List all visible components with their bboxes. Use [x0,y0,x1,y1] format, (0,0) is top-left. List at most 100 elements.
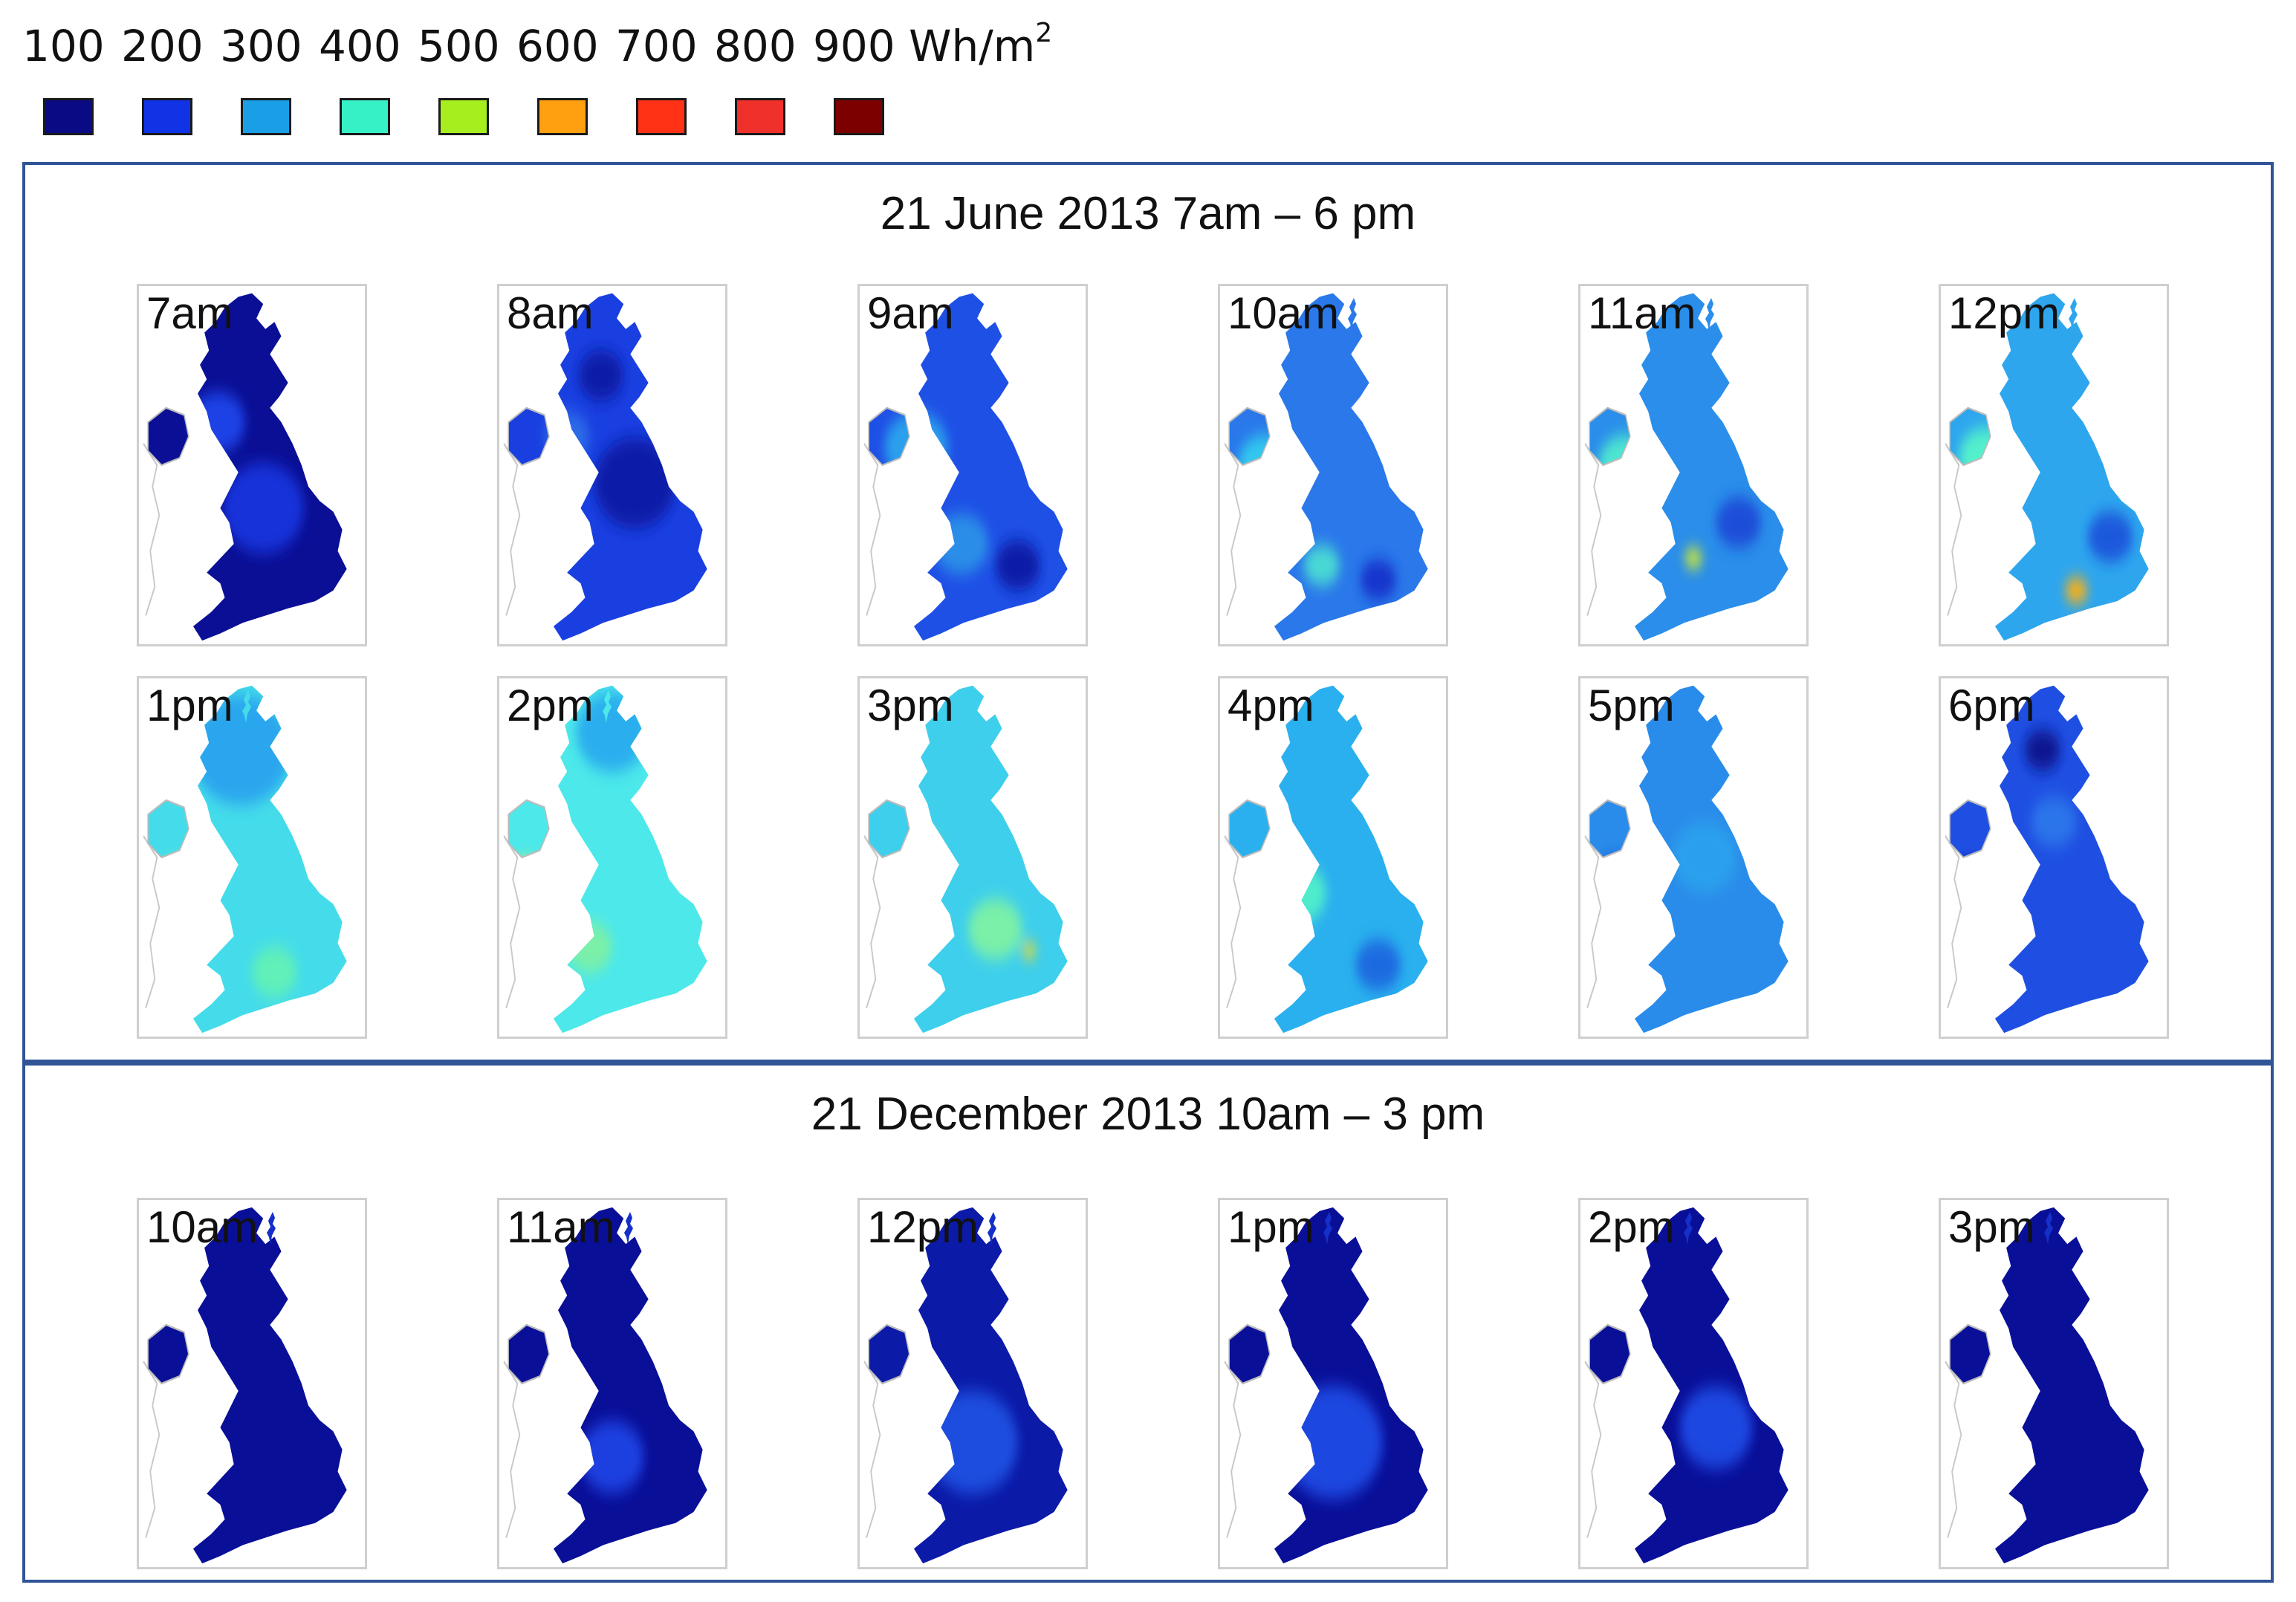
map-time-label: 2pm [507,681,594,730]
map-tile: 12pm [1939,284,2169,646]
map-tile: 6pm [1939,676,2169,1039]
map-time-label: 3pm [867,681,954,730]
irradiance-map [1224,685,1428,1034]
color-legend: 100 200 300 400 500 600 700 800 900 Wh/m2 [22,13,1137,140]
irradiance-map [1945,293,2149,641]
irradiance-zone [2087,511,2133,562]
irradiance-zone [916,837,939,863]
map-tile: 12pm [857,1198,1088,1569]
legend-level: 400 [319,21,401,71]
map-tile: 3pm [1939,1198,2169,1569]
irradiance-zone [2065,577,2088,603]
map-tile: 11am [497,1198,727,1569]
legend-swatch [735,98,785,135]
irradiance-zone [967,898,1022,959]
irradiance-zone [1716,497,1762,548]
legend-swatch [340,98,390,135]
shetland-islands [267,1212,276,1245]
irradiance-zone [1679,1386,1753,1469]
map-time-label: 10am [146,1202,259,1252]
irradiance-zone [567,921,612,973]
irradiance-zone [1684,548,1703,568]
map-time-label: 2pm [1588,1202,1675,1252]
legend-level: 100 [22,21,105,71]
irradiance-map [1945,1207,2149,1564]
map-time-label: 12pm [1948,288,2060,338]
irradiance-zone [1598,435,1653,496]
shetland-islands [1683,690,1693,723]
legend-unit: Wh/m [909,21,1036,71]
irradiance-map [503,1207,707,1564]
northern-ireland-outline [1228,1323,1271,1385]
legend-level: 800 [714,21,797,71]
irradiance-zone [544,411,590,462]
map-tile: 4pm [1218,676,1448,1039]
northern-ireland-outline [1589,799,1631,859]
irradiance-zone [190,695,291,805]
map-tile: 2pm [1578,1198,1809,1569]
legend-unit-superscript: 2 [1035,18,1053,48]
northern-ireland-outline [147,799,189,859]
irradiance-map [503,685,707,1034]
ireland-outline [1584,835,1602,1009]
northern-ireland-outline [868,799,910,859]
northern-ireland-outline [868,1323,910,1385]
ireland-outline [503,1361,521,1539]
irradiance-map [1224,293,1428,641]
irradiance-zone [594,438,676,528]
irradiance-zone [927,1390,1018,1494]
ireland-outline [863,443,881,617]
legend-swatch [834,98,884,135]
irradiance-zone [252,947,297,997]
irradiance-zone [1959,427,2014,488]
irradiance-zone [222,463,304,554]
irradiance-map [143,685,347,1034]
shetland-islands [962,298,972,331]
irradiance-zone [884,412,948,483]
map-time-label: 9am [867,288,954,338]
ireland-outline [1945,835,1962,1009]
irradiance-zone [995,540,1041,591]
map-time-label: 7am [146,288,233,338]
map-time-label: 4pm [1228,681,1314,730]
shetland-islands [241,298,251,331]
shetland-islands [1348,298,1358,331]
map-tile: 8am [497,284,727,646]
ireland-outline [1224,1361,1242,1539]
northern-ireland-outline [147,1323,189,1385]
map-tile: 7am [137,284,367,646]
irradiance-zone [1596,855,1632,896]
northern-ireland-outline [1949,1323,1991,1385]
shetland-islands [602,690,612,723]
irradiance-zone [1283,1385,1383,1499]
ireland-outline [863,1361,881,1539]
legend-level: 200 [121,21,204,71]
shetland-islands [602,298,612,331]
northern-ireland-outline [1949,406,1991,467]
legend-level: 900 [813,21,895,71]
irradiance-zone [934,513,989,574]
northern-ireland-outline [868,406,910,467]
shetland-islands [2069,298,2078,331]
irradiance-map [863,1207,1068,1564]
irradiance-map [503,293,707,641]
map-tile: 9am [857,284,1088,646]
ireland-outline [1945,1361,1962,1539]
shetland-islands [241,690,251,723]
map-tile: 11am [1578,284,1809,646]
shetland-islands [1683,1212,1693,1245]
irradiance-zone [1355,939,1401,990]
legend-level: 600 [516,21,599,71]
ireland-outline [143,1361,160,1539]
map-tile: 5pm [1578,676,1809,1039]
ireland-outline [1224,443,1242,617]
shetland-islands [988,1212,997,1245]
shetland-islands [1323,690,1332,723]
northern-ireland-outline [1589,1323,1631,1385]
irradiance-map [143,1207,347,1564]
northern-ireland-outline [507,799,550,859]
map-time-label: 1pm [146,681,233,730]
irradiance-zone [1360,560,1397,600]
irradiance-zone [580,1421,644,1494]
northern-ireland-outline [1949,799,1991,859]
